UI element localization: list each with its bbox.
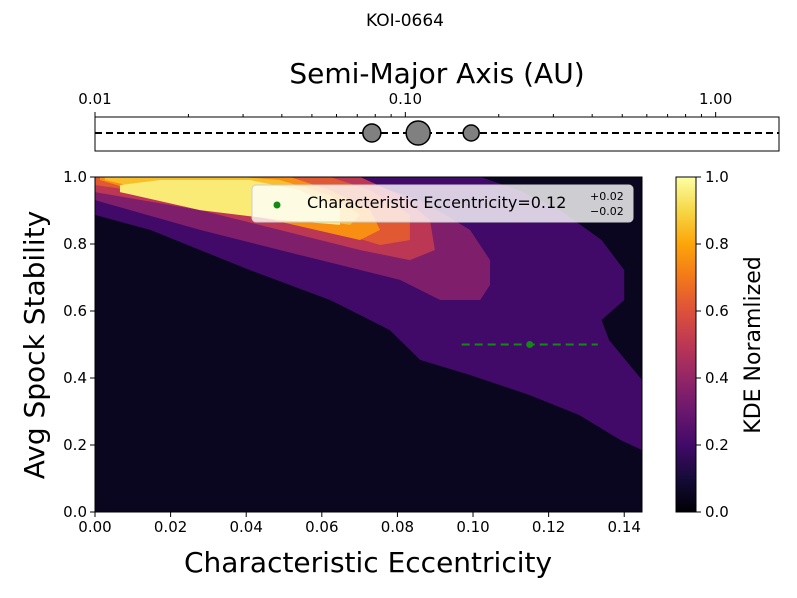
x-tick-label: 0.14 [608,518,641,536]
colorbar-tick-label: 0.2 [705,436,729,454]
point [526,341,534,348]
x-tick-label: 0.12 [532,518,565,536]
top-axis-label: Semi-Major Axis (AU) [289,57,584,90]
colorbar-tick-label: 0.6 [705,302,729,320]
x-tick-label: 0.02 [154,518,187,536]
legend-err-plus: +0.02 [590,190,624,203]
x-tick-label: 0.00 [78,518,111,536]
x-axis-label: Characteristic Eccentricity [184,546,552,579]
axes-frame [94,116,780,152]
x-tick-label: 0.06 [305,518,338,536]
planet [462,124,480,142]
axes-frame [94,176,643,513]
x-tick-label: 0.08 [381,518,414,536]
colorbar-tick-label: 0.0 [705,503,729,521]
x-tick-label: 0.04 [230,518,263,536]
x-tick-label: 0.01 [78,90,111,108]
colorbar-label: KDE Noramlized [741,256,766,433]
y-tick-label: 0.2 [63,436,87,454]
colorbar-tick-label: 0.8 [705,235,729,253]
y-tick-label: 1.0 [63,168,87,186]
x-tick-label: 0.10 [389,90,422,108]
y-tick-label: 0.4 [63,369,87,387]
x-tick-label: 1.00 [699,90,732,108]
legend-marker [273,201,281,209]
legend-box [251,184,634,223]
y-axis-label: Avg Spock Stability [18,211,51,480]
legend-label: Characteristic Eccentricity=0.12 [307,193,566,212]
x-tick-label: 0.10 [456,518,489,536]
contour-region [95,177,642,451]
y-tick-label: 0.8 [63,235,87,253]
planet [405,120,431,146]
y-tick-label: 0.0 [63,503,87,521]
colorbar-tick-label: 0.4 [705,369,729,387]
figure-title: KOI-0664 [366,11,444,31]
colorbar [675,176,697,513]
planet [362,123,382,143]
legend-err-minus: −0.02 [590,205,624,218]
y-tick-label: 0.6 [63,302,87,320]
colorbar-tick-label: 1.0 [705,168,729,186]
